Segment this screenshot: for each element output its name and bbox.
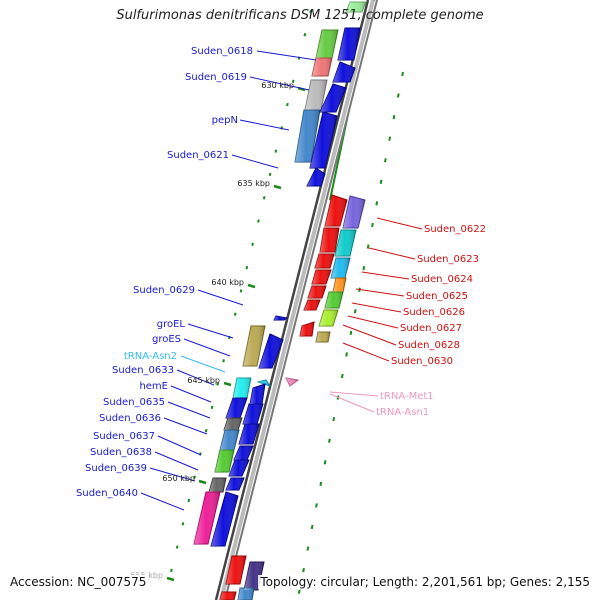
accession-text: Accession: NC_007575: [8, 575, 149, 589]
label-Suden_0619[interactable]: Suden_0619: [185, 72, 247, 83]
gene-shading-overlay: [333, 62, 355, 82]
gene-shading-overlay: [215, 450, 234, 472]
gene-shading-overlay: [286, 378, 298, 386]
gene-shading-overlay: [233, 378, 251, 398]
gene-shading-overlay: [250, 384, 265, 404]
label-hemE[interactable]: hemE: [139, 381, 168, 392]
label-groEL[interactable]: groEL: [157, 319, 186, 330]
kbp-label: 650 kbp: [162, 474, 195, 483]
gene-shading-overlay: [243, 326, 265, 366]
gene-shading-overlay: [259, 334, 283, 368]
label-Suden_0639[interactable]: Suden_0639: [85, 463, 147, 474]
label-Suden_0625[interactable]: Suden_0625: [406, 291, 468, 302]
label-Suden_0621[interactable]: Suden_0621: [167, 150, 229, 161]
gene-shading-overlay: [308, 286, 326, 298]
gene-shading-overlay: [226, 398, 247, 418]
label-Suden_0623[interactable]: Suden_0623: [417, 254, 479, 265]
label-Suden_0626[interactable]: Suden_0626: [403, 307, 465, 318]
gene-shading-overlay: [209, 478, 226, 492]
gene-shading-overlay: [194, 492, 220, 544]
gene-shading-overlay: [226, 556, 246, 584]
label-Suden_0637[interactable]: Suden_0637: [93, 431, 155, 442]
label-Suden_0635[interactable]: Suden_0635: [103, 397, 165, 408]
gene-shading-overlay: [211, 492, 238, 546]
gene-shading-overlay: [295, 110, 320, 162]
label-Suden_0638[interactable]: Suden_0638: [90, 447, 152, 458]
label-Suden_0636[interactable]: Suden_0636: [99, 413, 161, 424]
label-tRNA-Met1[interactable]: tRNA-Met1: [380, 391, 434, 402]
label-Suden_0624[interactable]: Suden_0624: [411, 274, 473, 285]
right-labels: Suden_0622 Suden_0623 Suden_0624 Suden_0…: [376, 224, 486, 418]
gene-shading-overlay: [315, 254, 334, 268]
gene-shading-overlay: [310, 112, 337, 168]
gene-shading-overlay: [258, 380, 270, 386]
label-Suden_0640[interactable]: Suden_0640: [76, 488, 138, 499]
gene-shading-overlay: [239, 424, 259, 444]
gene-shading-overlay: [238, 588, 254, 600]
gene-shading-overlay: [325, 292, 343, 308]
gene-shading-overlay: [224, 418, 242, 430]
gene-shading-overlay: [316, 332, 330, 342]
label-Suden_0622[interactable]: Suden_0622: [424, 224, 486, 235]
label-tRNA-Asn2[interactable]: tRNA-Asn2: [124, 351, 177, 362]
label-pepN[interactable]: pepN: [212, 115, 238, 126]
gene-shading-overlay: [312, 58, 332, 76]
gene-shading-overlay: [220, 430, 239, 450]
gene-shading-overlay: [300, 322, 314, 336]
gene-shading-overlay: [346, 2, 366, 12]
label-Suden_0629[interactable]: Suden_0629: [133, 285, 195, 296]
gene-shading-overlay: [320, 228, 339, 252]
gene-shading-overlay: [226, 478, 244, 490]
gene-shading-overlay: [325, 195, 347, 226]
genome-stats-text: Topology: circular; Length: 2,201,561 bp…: [258, 575, 592, 589]
gene-shading-overlay: [312, 270, 331, 284]
gene-shading-overlay: [220, 592, 236, 600]
gene-shading-overlay: [229, 460, 249, 476]
gene-shading-overlay: [234, 446, 253, 460]
label-Suden_0627[interactable]: Suden_0627: [400, 323, 462, 334]
gene-shading-overlay: [274, 316, 287, 320]
gene-shading-overlay: [319, 310, 338, 326]
genome-backbone: [214, 0, 378, 602]
kbp-label: 640 kbp: [211, 278, 244, 287]
label-groES[interactable]: groES: [152, 334, 181, 345]
label-Suden_0628[interactable]: Suden_0628: [398, 340, 460, 351]
map-title: Sulfurimonas denitrificans DSM 1251, com…: [116, 8, 484, 23]
gene-shading-overlay: [243, 404, 263, 424]
gene-shading-overlay: [307, 168, 325, 186]
label-Suden_0630[interactable]: Suden_0630: [391, 356, 453, 367]
left-labels: Suden_0618 Suden_0619 pepN Suden_0621 Su…: [76, 46, 253, 499]
gene-shading-overlay: [331, 258, 350, 278]
label-tRNA-Asn1[interactable]: tRNA-Asn1: [376, 407, 429, 418]
label-Suden_0618[interactable]: Suden_0618: [191, 46, 253, 57]
kbp-label: 635 kbp: [237, 179, 270, 188]
gene-shading-overlay: [320, 84, 346, 112]
leader-lines: [140, 50, 423, 511]
label-Suden_0633[interactable]: Suden_0633: [112, 365, 174, 376]
gene-shading-overlay: [343, 196, 365, 228]
gene-shading-overlay: [305, 80, 327, 110]
gene-shading-overlay: [316, 30, 338, 58]
kbp-label: 630 kbp: [261, 81, 294, 90]
kbp-label: 645 kbp: [187, 376, 220, 385]
gene-shading-overlay: [335, 230, 356, 256]
gene-shading-overlay: [304, 300, 320, 310]
gene-shading-overlay: [333, 278, 346, 292]
gene-shading-overlay: [338, 28, 360, 60]
gene-shading: [194, 2, 366, 600]
